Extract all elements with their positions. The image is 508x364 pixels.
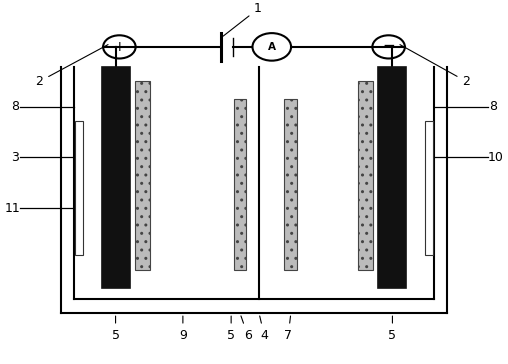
Text: 6: 6 (241, 316, 251, 342)
Text: −: − (382, 38, 395, 53)
Text: 10: 10 (487, 151, 503, 164)
Text: 11: 11 (5, 202, 21, 215)
Text: 1: 1 (223, 3, 262, 36)
Bar (234, 99, 246, 270)
Text: 7: 7 (284, 316, 292, 342)
Bar (358, 81, 373, 270)
Text: 8: 8 (11, 100, 19, 113)
Bar (135, 81, 150, 270)
Text: A: A (268, 42, 276, 52)
Text: 5: 5 (389, 316, 396, 342)
Bar (102, 67, 130, 288)
Text: 8: 8 (489, 100, 497, 113)
Bar (378, 67, 406, 288)
Text: +: + (114, 40, 125, 54)
Text: 2: 2 (400, 45, 470, 88)
Bar (425, 121, 433, 255)
Text: 5: 5 (227, 316, 235, 342)
Text: 3: 3 (11, 151, 19, 164)
Text: 2: 2 (36, 44, 108, 88)
Text: 4: 4 (260, 316, 268, 342)
Bar (284, 99, 297, 270)
Bar (75, 121, 83, 255)
Text: 9: 9 (179, 316, 187, 342)
Text: 5: 5 (112, 316, 119, 342)
